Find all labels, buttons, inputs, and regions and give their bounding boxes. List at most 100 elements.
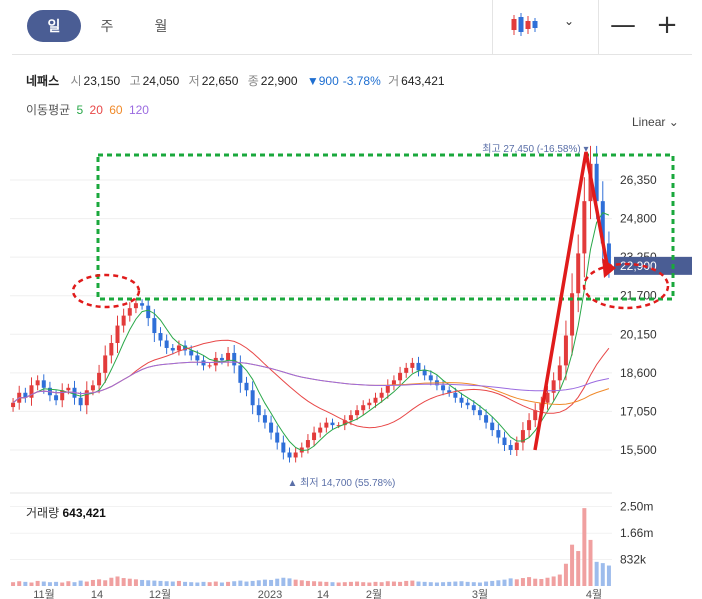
candle-body (170, 347, 175, 351)
toolbar-divider (492, 0, 493, 54)
candle-body (398, 372, 403, 381)
volume-bar (54, 581, 59, 586)
volume-bar (232, 581, 237, 586)
volume-bar (539, 579, 544, 586)
time-axis-tick-label: 14 (317, 589, 329, 599)
candle-body (238, 365, 243, 383)
volume-bar (391, 581, 396, 586)
volume-bar (312, 581, 317, 586)
volume-pane-value: 643,421 (62, 506, 106, 520)
candle-body (164, 340, 169, 348)
volume-bar (250, 580, 255, 586)
min-price-marker-label: ▲ 최저 14,700 (55.78%) (288, 477, 396, 489)
candle-body (115, 325, 120, 343)
candle-body (502, 437, 507, 446)
candle-body (391, 380, 396, 386)
annotation-circle (582, 262, 670, 310)
volume-bar (97, 579, 102, 586)
last-price-tag (614, 256, 692, 275)
volume-bar (207, 582, 212, 586)
candle-body (361, 405, 366, 411)
candle-body (232, 352, 237, 366)
candle-body (520, 430, 525, 443)
candle-body (416, 362, 421, 371)
candle-body (441, 385, 446, 391)
candle-body (29, 385, 34, 398)
low-value: 22,650 (201, 74, 239, 88)
volume-bar (305, 580, 310, 586)
candle-body (207, 365, 212, 367)
candle-body (54, 395, 59, 401)
volume-bar (176, 580, 181, 586)
volume-bar (66, 581, 71, 586)
candle-body (318, 427, 323, 433)
period-tab-month[interactable]: 월 (146, 10, 176, 42)
volume-bar (465, 581, 470, 586)
price-axis-tick-label: 18,600 (620, 366, 657, 380)
ma-5-label: 5 (76, 103, 84, 117)
volume-bar (140, 579, 145, 586)
change-value: ▼900 (306, 74, 339, 88)
scale-selector[interactable]: Linear ⌄ (632, 115, 679, 129)
price-axis-tick-label: 15,500 (620, 443, 657, 457)
period-tab-day[interactable]: 일 (27, 10, 81, 42)
candle-body (576, 253, 581, 294)
candle-body (490, 422, 495, 431)
candle-body (219, 357, 224, 361)
candlestick-icon[interactable] (510, 12, 540, 38)
candle-body (41, 380, 46, 388)
candle-body (305, 440, 310, 448)
price-axis-tick-label: 17,050 (620, 404, 657, 418)
candle-body (336, 425, 341, 427)
volume-pane-label: 거래량 (26, 506, 60, 520)
stock-name: 네패스 (26, 74, 60, 88)
ma-20-label: 20 (89, 103, 103, 117)
time-axis-tick-label: 2월 (366, 588, 382, 599)
zoom-out-button[interactable]: — (606, 8, 640, 42)
price-axis-tick-label: 21,700 (620, 289, 657, 303)
volume-bar (422, 581, 427, 586)
period-tab-week[interactable]: 주 (92, 10, 122, 42)
volume-bar (502, 579, 507, 586)
volume-label: 거 (388, 74, 400, 88)
candle-body (275, 432, 280, 443)
volume-bar (11, 582, 16, 586)
volume-bar (226, 581, 231, 586)
volume-value: 643,421 (401, 74, 445, 88)
volume-bar (330, 582, 335, 586)
volume-bar (275, 578, 280, 586)
candle-body (213, 357, 218, 366)
time-axis-tick-label: 11월 (33, 588, 55, 599)
candle-body (582, 201, 587, 254)
volume-bar (361, 582, 366, 586)
price-chart[interactable]: 15,50017,05018,60020,15021,70023,25024,8… (0, 130, 702, 599)
volume-bar (158, 580, 163, 586)
volume-bar (428, 582, 433, 586)
open-value: 23,150 (83, 74, 121, 88)
candle-body (60, 390, 65, 401)
volume-bar (606, 565, 611, 586)
candle-body (262, 415, 267, 423)
candle-body (367, 402, 372, 406)
scale-label: Linear (632, 115, 666, 129)
chevron-down-icon[interactable]: ⌄ (564, 14, 575, 28)
candle-body (109, 342, 114, 356)
volume-bar (367, 582, 372, 586)
volume-bar (195, 582, 200, 586)
ma-120-label: 120 (128, 103, 149, 117)
volume-bar (508, 578, 513, 586)
volume-bar (17, 581, 22, 586)
volume-bar (152, 580, 157, 586)
zoom-in-button[interactable]: + (650, 8, 684, 42)
candle-body (514, 442, 519, 450)
candle-body (379, 392, 384, 398)
volume-bar (269, 579, 274, 586)
volume-bar (441, 582, 446, 586)
candle-body (23, 392, 28, 398)
time-axis-tick-label: 12월 (149, 588, 171, 599)
volume-bar (398, 581, 403, 586)
volume-bar (373, 581, 378, 586)
candle-body (533, 410, 538, 421)
candle-body (127, 308, 132, 316)
candle-body (11, 402, 16, 408)
